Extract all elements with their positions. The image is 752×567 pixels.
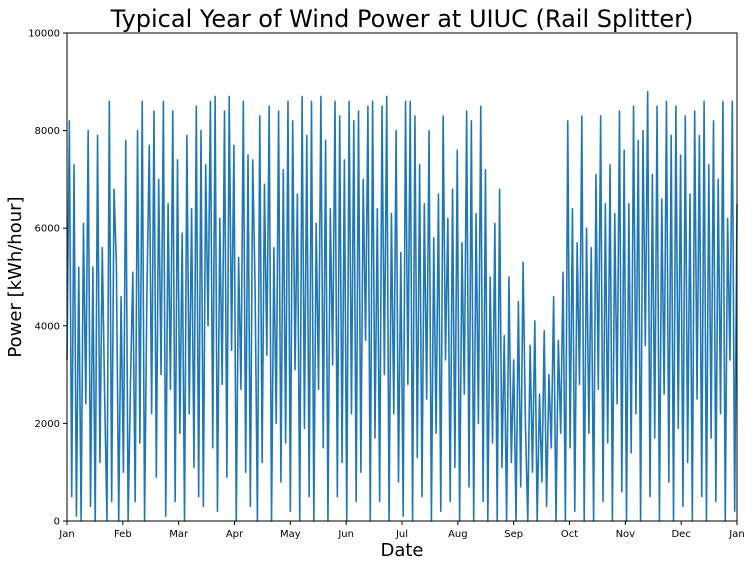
x-axis-label: Date: [380, 540, 423, 561]
series-line-0: [66, 90, 738, 522]
x-tick-label-0: Jan: [58, 529, 74, 540]
series-layer: [66, 90, 738, 522]
x-tick-label-6: Jul: [395, 529, 408, 540]
y-tick-label-2: 4000: [35, 321, 60, 332]
y-axis-label: Power [kWh/hour]: [5, 196, 26, 357]
x-tick-label-10: Nov: [616, 529, 636, 540]
y-tick-label-4: 8000: [35, 126, 60, 137]
chart-title: Typical Year of Wind Power at UIUC (Rail…: [110, 5, 694, 33]
x-tick-label-1: Feb: [114, 529, 132, 540]
x-tick-label-3: Apr: [226, 529, 244, 540]
y-axis: 0 2000 4000 6000 8000 10000: [28, 29, 67, 528]
x-tick-label-4: May: [280, 529, 301, 540]
plot-area: [66, 32, 738, 522]
x-tick-label-11: Dec: [671, 529, 690, 540]
y-tick-label-5: 10000: [28, 29, 60, 40]
x-tick-label-9: Oct: [561, 529, 578, 540]
x-tick-label-12: Jan: [728, 529, 744, 540]
x-tick-label-2: Mar: [169, 529, 189, 540]
x-axis: Jan Feb Mar Apr May Jun Jul Aug Sep Oct Nov Dec Jan: [58, 521, 745, 540]
x-tick-label-8: Sep: [504, 529, 523, 540]
x-tick-label-5: Jun: [337, 529, 354, 540]
y-tick-label-0: 0: [54, 517, 60, 528]
x-tick-label-7: Aug: [448, 529, 468, 540]
y-tick-label-3: 6000: [35, 224, 60, 235]
y-tick-label-1: 2000: [35, 419, 60, 430]
